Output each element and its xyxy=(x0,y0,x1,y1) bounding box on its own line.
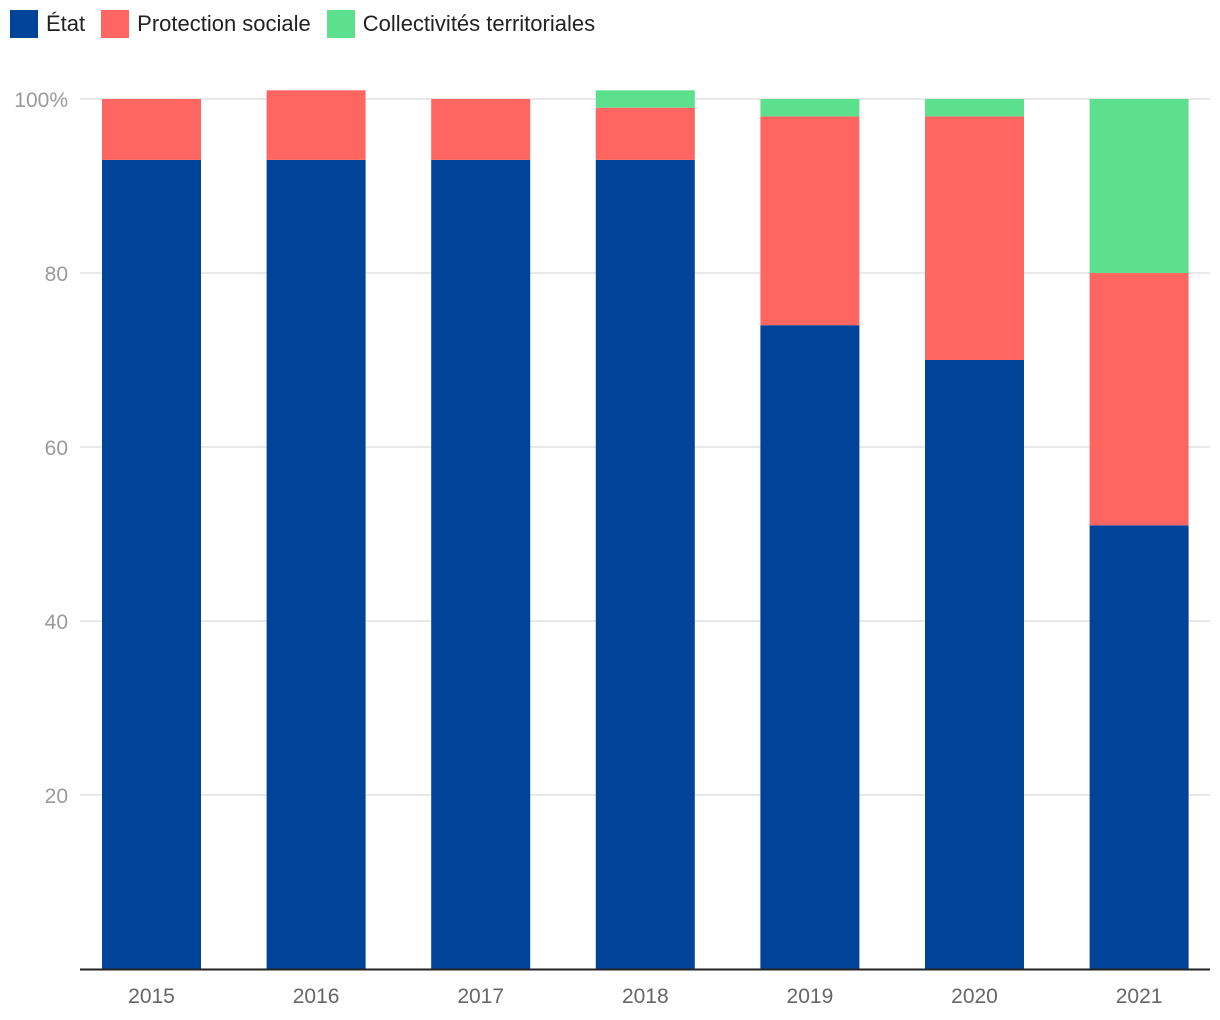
bar-2016--tat xyxy=(266,159,366,969)
x-tick-label-2021: 2021 xyxy=(1116,985,1163,1008)
x-tick-label-2017: 2017 xyxy=(457,985,504,1008)
bar-2019-protection-sociale xyxy=(760,116,860,326)
x-tick-label-2015: 2015 xyxy=(128,985,175,1008)
bar-2020-protection-sociale xyxy=(925,116,1024,361)
bar-2021-collectivit-s-territoriales xyxy=(1089,99,1189,273)
y-tick-label-20: 20 xyxy=(45,785,68,808)
chart-legend: État Protection sociale Collectivités te… xyxy=(10,10,611,38)
legend-swatch-protection-sociale xyxy=(101,10,130,38)
bar-2019-collectivit-s-territoriales xyxy=(760,99,860,117)
x-tick-label-2019: 2019 xyxy=(787,985,834,1008)
bar-2017-protection-sociale xyxy=(431,99,531,160)
y-tick-label-40: 40 xyxy=(45,611,68,634)
x-tick-label-2020: 2020 xyxy=(951,985,998,1008)
bar-2018--tat xyxy=(595,159,695,969)
bar-2016-protection-sociale xyxy=(266,90,366,160)
legend-label-collectivites-territoriales: Collectivités territoriales xyxy=(362,11,596,36)
legend-label-etat: État xyxy=(46,11,86,36)
bar-2020--tat xyxy=(925,360,1024,969)
bar-2021--tat xyxy=(1089,525,1189,969)
bar-2021-protection-sociale xyxy=(1089,273,1189,526)
legend-item-protection-sociale: Protection sociale xyxy=(101,10,311,38)
bar-2020-collectivit-s-territoriales xyxy=(925,99,1024,117)
bar-2015-protection-sociale xyxy=(102,99,201,160)
legend-item-etat: État xyxy=(10,10,85,38)
x-tick-label-2016: 2016 xyxy=(293,985,340,1008)
bar-2018-collectivit-s-territoriales xyxy=(595,90,695,108)
legend-item-collectivites-territoriales: Collectivités territoriales xyxy=(326,10,596,38)
legend-label-protection-sociale: Protection sociale xyxy=(137,11,311,36)
x-tick-label-2018: 2018 xyxy=(622,985,669,1008)
legend-swatch-etat xyxy=(10,10,38,38)
y-tick-label-100: 100% xyxy=(14,89,68,112)
legend-swatch-collectivites-territoriales xyxy=(326,10,355,38)
bar-2018-protection-sociale xyxy=(595,107,695,160)
bar-2017--tat xyxy=(431,159,531,969)
y-tick-label-80: 80 xyxy=(45,263,68,286)
bar-2019--tat xyxy=(760,325,860,969)
y-tick-label-60: 60 xyxy=(45,437,68,460)
bar-2015--tat xyxy=(102,159,201,969)
